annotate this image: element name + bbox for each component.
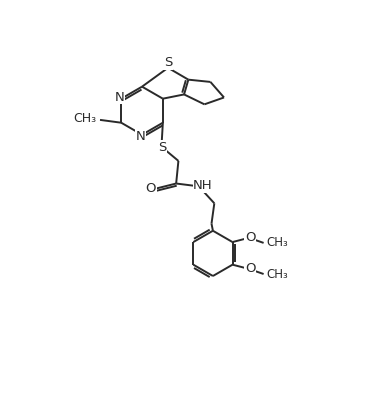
- Text: S: S: [164, 56, 172, 69]
- Text: CH₃: CH₃: [266, 236, 288, 249]
- Text: N: N: [115, 91, 125, 104]
- Text: NH: NH: [193, 179, 213, 192]
- Text: N: N: [136, 130, 146, 143]
- Text: CH₃: CH₃: [73, 112, 97, 125]
- Text: CH₃: CH₃: [266, 267, 288, 280]
- Text: S: S: [158, 141, 166, 154]
- Text: O: O: [245, 263, 255, 276]
- Text: O: O: [245, 231, 255, 244]
- Text: O: O: [146, 182, 156, 195]
